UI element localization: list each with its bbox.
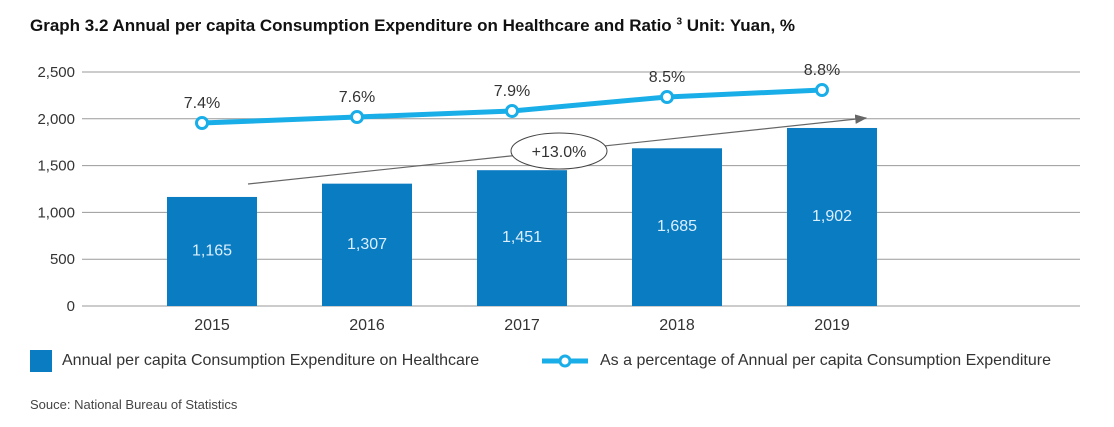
x-tick-label: 2015 [194, 317, 230, 334]
x-tick-label: 2019 [814, 317, 850, 334]
line-point [815, 83, 829, 97]
bar [477, 170, 567, 306]
bar-value-label: 1,307 [347, 236, 387, 253]
bar-value-label: 1,165 [192, 242, 232, 259]
legend-item-bar: Annual per capita Consumption Expenditur… [30, 350, 479, 372]
y-tick-label: 2,500 [37, 64, 75, 81]
y-tick-label: 1,500 [37, 158, 75, 175]
bar-value-label: 1,451 [502, 229, 542, 246]
x-tick-label: 2017 [504, 317, 540, 334]
chart-canvas: 0 500 1,000 1,500 2,000 2,500 1,165 2015 1,307 20… [37, 62, 1080, 334]
growth-callout-bubble [510, 132, 608, 170]
line-point [350, 110, 364, 124]
bar [787, 127, 877, 306]
y-tick-label: 0 [67, 298, 75, 315]
x-tick-label: 2016 [349, 317, 385, 334]
line-point [505, 104, 519, 118]
legend-line-swatch [542, 354, 588, 368]
bar [322, 183, 412, 306]
legend-line-label: As a percentage of Annual per capita Con… [600, 352, 1051, 369]
bar [167, 196, 257, 306]
line-value-label: 8.8% [804, 62, 840, 79]
growth-callout-label: +13.0% [532, 144, 587, 161]
line-value-label: 7.9% [494, 83, 530, 100]
chart-unit: Unit: Yuan, % [686, 16, 796, 35]
line-value-label: 7.6% [339, 89, 375, 106]
line-value-label: 7.4% [184, 95, 220, 112]
chart-title-text: Graph 3.2 Annual per capita Consumption … [30, 16, 672, 35]
y-tick-label: 2,000 [37, 111, 75, 128]
chart-title: Graph 3.2 Annual per capita Consumption … [30, 16, 795, 36]
legend-item-line: As a percentage of Annual per capita Con… [540, 350, 1051, 372]
bar-value-label: 1,902 [812, 208, 852, 225]
y-tick-label: 500 [50, 251, 75, 268]
legend-bar-swatch [30, 350, 52, 372]
line-value-label: 8.5% [649, 69, 685, 86]
y-tick-label: 1,000 [37, 204, 75, 221]
line-point [195, 116, 209, 130]
bar-value-label: 1,685 [657, 218, 697, 235]
footnote-marker: 3 [676, 16, 682, 28]
bar [632, 148, 722, 306]
line-point [660, 90, 674, 104]
legend-bar-label: Annual per capita Consumption Expenditur… [62, 352, 480, 369]
source-note: Souce: National Bureau of Statistics [30, 397, 238, 412]
x-tick-label: 2018 [659, 317, 695, 334]
